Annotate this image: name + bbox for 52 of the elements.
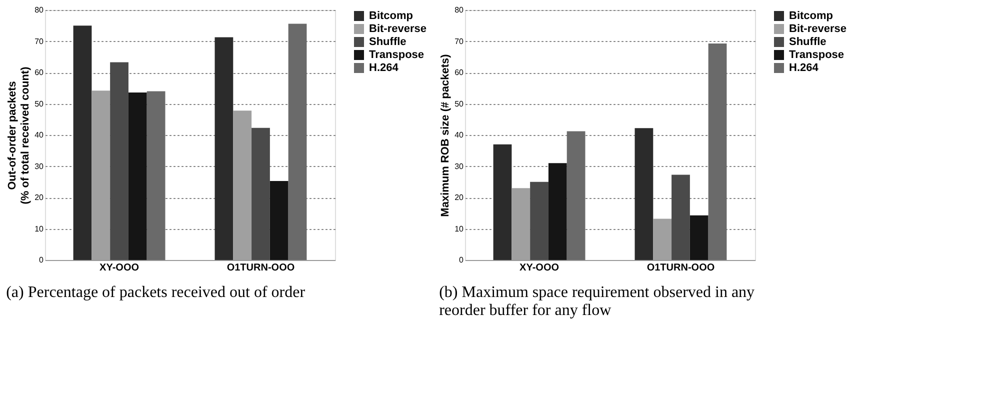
y-tick-label: 60 bbox=[34, 68, 44, 77]
text: (b) Maximum space requirement observed in any reorder buffer for any flow bbox=[439, 284, 755, 319]
y-axis-title: Maximum ROB size (# packets) bbox=[440, 54, 452, 217]
legend-label: H.264 bbox=[369, 62, 400, 74]
y-tick-label: 50 bbox=[454, 99, 464, 108]
legend-label: Bit-reverse bbox=[369, 23, 426, 35]
legend-label: Bitcomp bbox=[789, 10, 834, 22]
y-tick-label: 40 bbox=[454, 130, 464, 140]
y-axis-title: Out-of-order packets (% of total received count) bbox=[6, 66, 32, 204]
bar bbox=[672, 174, 690, 260]
legend-label: Shuffle bbox=[789, 36, 826, 48]
bar bbox=[548, 163, 567, 260]
text: (a) Percentage of packets received out of order bbox=[6, 284, 306, 301]
bar bbox=[270, 180, 288, 260]
x-tick-label: O1TURN-OOO bbox=[226, 262, 295, 274]
bar bbox=[73, 26, 92, 260]
legend-label: Bitcomp bbox=[369, 10, 414, 22]
y-tick-label: 70 bbox=[454, 36, 464, 46]
bar bbox=[634, 128, 654, 260]
bar bbox=[288, 24, 307, 260]
y-tick-label: 80 bbox=[454, 6, 464, 14]
y-tick-label: 30 bbox=[454, 162, 464, 171]
legend-label: Bit-reverse bbox=[789, 23, 846, 35]
y-tick-label: 80 bbox=[34, 6, 44, 14]
y-tick-label: 70 bbox=[34, 36, 44, 46]
legend-label: Shuffle bbox=[369, 36, 406, 48]
bar bbox=[566, 131, 586, 260]
y-tick-label: 10 bbox=[34, 224, 44, 234]
bar bbox=[128, 92, 147, 260]
bar bbox=[146, 91, 166, 260]
bar bbox=[252, 128, 270, 260]
x-tick-label: O1TURN-OOO bbox=[646, 262, 715, 274]
legend-label: Transpose bbox=[789, 49, 844, 61]
y-tick-label: 20 bbox=[454, 193, 464, 202]
bar bbox=[530, 182, 548, 260]
y-tick-label: 50 bbox=[34, 99, 44, 108]
y-tick-label: 30 bbox=[34, 162, 44, 171]
x-tick-label: XY-OOO bbox=[520, 262, 560, 274]
legend-label: H.264 bbox=[789, 62, 820, 74]
y-tick-label: 20 bbox=[34, 193, 44, 202]
bar bbox=[708, 43, 727, 260]
y-tick-label: 60 bbox=[454, 68, 464, 77]
y-tick-label: 10 bbox=[454, 224, 464, 234]
bar bbox=[110, 62, 128, 260]
bar bbox=[214, 37, 234, 260]
bar bbox=[493, 144, 512, 260]
bar bbox=[690, 215, 708, 260]
y-tick-label: 40 bbox=[34, 130, 44, 140]
x-tick-label: XY-OOO bbox=[100, 262, 140, 274]
legend-label: Transpose bbox=[369, 49, 424, 61]
y-tick-label: 0 bbox=[39, 256, 44, 264]
y-tick-label: 0 bbox=[459, 256, 464, 264]
